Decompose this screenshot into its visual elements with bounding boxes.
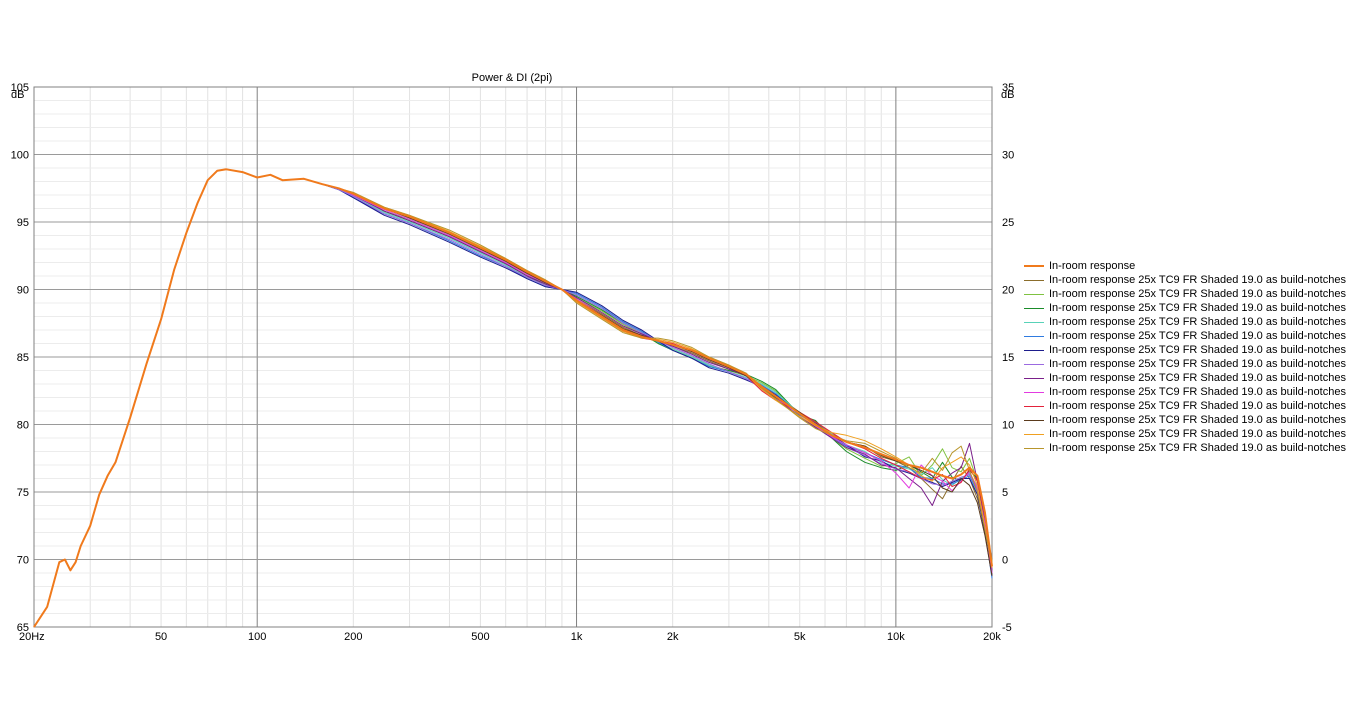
y-tick-label: 80 [17, 420, 29, 432]
legend-entry: In-room response 25x TC9 FR Shaded 19.0 … [1024, 315, 1346, 329]
legend-entry: In-room response 25x TC9 FR Shaded 19.0 … [1024, 329, 1346, 343]
legend-label: In-room response 25x TC9 FR Shaded 19.0 … [1049, 302, 1346, 314]
series-line-notches-2 [33, 168, 993, 628]
plot-frame [33, 86, 993, 628]
legend-swatch [1024, 363, 1044, 365]
y2-tick-label: 10 [1002, 420, 1014, 432]
legend-label: In-room response 25x TC9 FR Shaded 19.0 … [1049, 288, 1346, 300]
series-line-notches-3 [33, 168, 993, 628]
legend-label: In-room response 25x TC9 FR Shaded 19.0 … [1049, 428, 1346, 440]
series-line-notches-10 [33, 168, 993, 628]
legend-label: In-room response 25x TC9 FR Shaded 19.0 … [1049, 344, 1346, 356]
x-tick-label: 200 [344, 631, 362, 643]
legend-entry: In-room response 25x TC9 FR Shaded 19.0 … [1024, 371, 1346, 385]
legend-swatch [1024, 419, 1044, 421]
legend-entry: In-room response 25x TC9 FR Shaded 19.0 … [1024, 399, 1346, 413]
legend-entry: In-room response 25x TC9 FR Shaded 19.0 … [1024, 441, 1346, 455]
legend-label: In-room response 25x TC9 FR Shaded 19.0 … [1049, 414, 1346, 426]
legend-swatch [1024, 321, 1044, 323]
legend-label: In-room response 25x TC9 FR Shaded 19.0 … [1049, 274, 1346, 286]
y-tick-label: 85 [17, 352, 29, 364]
legend-entry: In-room response 25x TC9 FR Shaded 19.0 … [1024, 357, 1346, 371]
legend-entry: In-room response 25x TC9 FR Shaded 19.0 … [1024, 385, 1346, 399]
series-line-notches-11 [33, 168, 993, 628]
y2-tick-label: -5 [1002, 622, 1012, 634]
y2-axis-unit-label: dB [1001, 89, 1014, 101]
legend-label: In-room response [1049, 260, 1136, 272]
legend-entry: In-room response [1024, 259, 1346, 273]
x-tick-label: 20k [983, 631, 1001, 643]
legend-swatch [1024, 377, 1044, 379]
y-axis-unit-label: dB [11, 89, 24, 101]
legend-swatch [1024, 335, 1044, 337]
legend-entry: In-room response 25x TC9 FR Shaded 19.0 … [1024, 343, 1346, 357]
y2-tick-label: 30 [1002, 150, 1014, 162]
x-tick-label: 500 [471, 631, 489, 643]
y-tick-label: 90 [17, 285, 29, 297]
legend-label: In-room response 25x TC9 FR Shaded 19.0 … [1049, 386, 1346, 398]
grid-lines [34, 87, 992, 627]
x-tick-label: 100 [248, 631, 266, 643]
legend-swatch [1024, 279, 1044, 281]
series-layer [33, 168, 993, 628]
x-tick-label: 20Hz [19, 631, 45, 643]
legend-swatch [1024, 349, 1044, 351]
y-tick-label: 95 [17, 217, 29, 229]
legend-entry: In-room response 25x TC9 FR Shaded 19.0 … [1024, 273, 1346, 287]
y-tick-label: 75 [17, 487, 29, 499]
x-tick-label: 2k [667, 631, 679, 643]
x-tick-label: 10k [887, 631, 905, 643]
legend-swatch [1024, 391, 1044, 393]
legend-swatch [1024, 307, 1044, 309]
series-line-notches-1 [33, 168, 993, 628]
legend-entry: In-room response 25x TC9 FR Shaded 19.0 … [1024, 287, 1346, 301]
series-line-notches-12 [33, 168, 993, 628]
series-line-notches-8 [33, 168, 993, 628]
series-line-notches-9 [33, 168, 993, 628]
x-tick-label: 50 [155, 631, 167, 643]
legend-label: In-room response 25x TC9 FR Shaded 19.0 … [1049, 442, 1346, 454]
y2-tick-label: 0 [1002, 555, 1008, 567]
series-line-notches-7 [33, 168, 993, 628]
legend-swatch [1024, 293, 1044, 295]
legend-label: In-room response 25x TC9 FR Shaded 19.0 … [1049, 316, 1346, 328]
y2-tick-label: 5 [1002, 487, 1008, 499]
y-tick-label: 100 [11, 150, 29, 162]
y-tick-label: 105 [11, 82, 29, 94]
legend: In-room response In-room response 25x TC9… [1024, 259, 1346, 455]
y-tick-label: 70 [17, 555, 29, 567]
y2-tick-label: 20 [1002, 285, 1014, 297]
x-tick-label: 5k [794, 631, 806, 643]
series-line-notches-6 [33, 168, 993, 628]
legend-label: In-room response 25x TC9 FR Shaded 19.0 … [1049, 400, 1346, 412]
series-line-notches-4 [33, 168, 993, 628]
legend-entry: In-room response 25x TC9 FR Shaded 19.0 … [1024, 301, 1346, 315]
legend-swatch [1024, 433, 1044, 435]
axis-ticks: 20Hz 50 100 200 500 1k 2k 5k 10k 20k1051009590858… [11, 82, 1015, 643]
legend-swatch [1024, 265, 1044, 267]
y2-tick-label: 15 [1002, 352, 1014, 364]
legend-swatch [1024, 447, 1044, 449]
series-line-notches-5 [33, 168, 993, 628]
legend-entry: In-room response 25x TC9 FR Shaded 19.0 … [1024, 413, 1346, 427]
legend-entry: In-room response 25x TC9 FR Shaded 19.0 … [1024, 427, 1346, 441]
legend-swatch [1024, 405, 1044, 407]
legend-label: In-room response 25x TC9 FR Shaded 19.0 … [1049, 372, 1346, 384]
legend-label: In-room response 25x TC9 FR Shaded 19.0 … [1049, 330, 1346, 342]
series-line-notches-13 [33, 168, 993, 628]
y2-tick-label: 25 [1002, 217, 1014, 229]
legend-label: In-room response 25x TC9 FR Shaded 19.0 … [1049, 358, 1346, 370]
chart-title: Power & DI (2pi) [472, 72, 553, 84]
series-line-in-room-response [33, 168, 993, 628]
y-tick-label: 65 [17, 622, 29, 634]
x-tick-label: 1k [571, 631, 583, 643]
y2-tick-label: 35 [1002, 82, 1014, 94]
